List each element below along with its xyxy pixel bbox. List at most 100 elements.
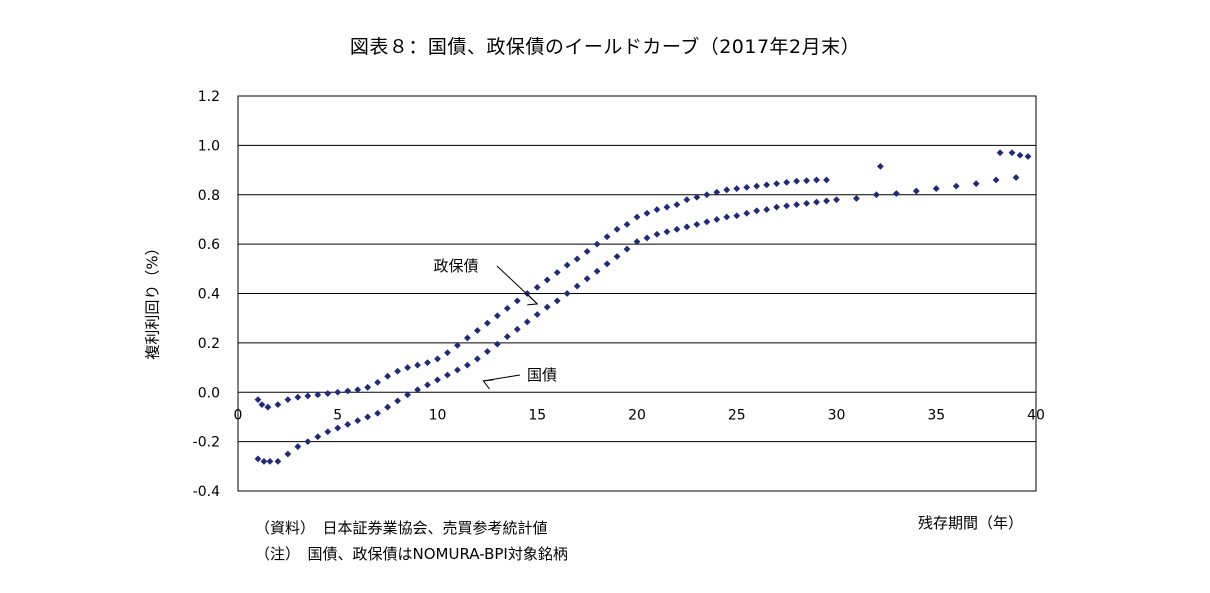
point-kokusai: [294, 443, 302, 450]
point-seihosai: [533, 283, 541, 291]
point-kokusai: [643, 234, 651, 242]
point-kokusai: [912, 187, 920, 195]
point-seihosai: [1016, 151, 1024, 159]
point-seihosai: [404, 364, 411, 371]
point-seihosai: [513, 297, 521, 305]
point-kokusai: [653, 230, 661, 238]
annotation-kokusai-label: 国債: [527, 366, 557, 384]
point-kokusai: [793, 201, 800, 209]
point-kokusai: [444, 371, 451, 379]
point-seihosai: [414, 361, 421, 369]
annotation-kokusai-arrowhead: [482, 379, 494, 390]
annotation-seihosai-label: 政保債: [433, 257, 478, 275]
point-kokusai: [623, 245, 631, 253]
point-kokusai: [773, 203, 781, 211]
point-kokusai: [952, 182, 960, 190]
point-seihosai: [258, 401, 266, 408]
point-kokusai: [583, 275, 591, 283]
y-tick-label: -0.4: [193, 484, 220, 500]
point-seihosai: [613, 225, 621, 233]
point-kokusai: [374, 409, 382, 417]
point-seihosai: [304, 392, 312, 400]
point-kokusai: [523, 318, 531, 326]
point-kokusai: [493, 340, 501, 348]
point-seihosai: [553, 269, 561, 276]
point-seihosai: [603, 233, 611, 241]
point-kokusai: [394, 397, 401, 405]
point-seihosai: [543, 276, 551, 284]
y-tick-label: 0.2: [198, 336, 220, 352]
point-seihosai: [1024, 153, 1032, 160]
point-seihosai: [563, 261, 571, 269]
point-seihosai: [454, 341, 461, 349]
point-kokusai: [1012, 174, 1020, 181]
point-seihosai: [683, 196, 691, 204]
point-seihosai: [623, 220, 631, 228]
y-tick-label: 0.8: [198, 188, 220, 204]
point-seihosai: [743, 183, 751, 191]
point-kokusai: [284, 450, 292, 458]
point-seihosai: [793, 177, 800, 185]
point-seihosai: [996, 149, 1004, 157]
x-tick-label: 20: [628, 407, 646, 423]
point-seihosai: [254, 396, 262, 404]
point-kokusai: [404, 391, 411, 399]
point-kokusai: [693, 220, 701, 228]
point-kokusai: [434, 376, 441, 384]
x-tick-label: 35: [927, 407, 945, 423]
point-seihosai: [444, 349, 451, 357]
point-kokusai: [474, 355, 481, 363]
point-seihosai: [653, 206, 661, 213]
point-seihosai: [474, 327, 481, 334]
point-kokusai: [873, 191, 880, 199]
x-axis-label: 残存期間（年）: [918, 514, 1024, 532]
point-seihosai: [813, 176, 820, 184]
x-tick-label: 40: [1027, 407, 1045, 423]
point-seihosai: [274, 401, 282, 408]
y-tick-label: 0.6: [198, 237, 220, 253]
point-seihosai: [693, 193, 701, 201]
point-seihosai: [334, 388, 342, 396]
point-seihosai: [384, 372, 392, 380]
point-kokusai: [673, 225, 681, 233]
y-tick-label: -0.2: [193, 435, 220, 451]
point-kokusai: [723, 213, 731, 221]
point-seihosai: [364, 383, 372, 391]
point-kokusai: [593, 267, 601, 275]
point-seihosai: [673, 201, 681, 209]
point-kokusai: [823, 197, 830, 205]
point-seihosai: [593, 240, 601, 248]
point-seihosai: [264, 403, 272, 411]
point-kokusai: [533, 311, 541, 318]
point-kokusai: [892, 190, 900, 197]
point-kokusai: [454, 366, 461, 374]
point-kokusai: [783, 202, 791, 210]
point-kokusai: [266, 457, 274, 465]
point-seihosai: [294, 393, 302, 401]
point-kokusai: [384, 403, 392, 411]
point-kokusai: [763, 206, 771, 213]
point-seihosai: [1008, 149, 1016, 157]
point-kokusai: [573, 282, 581, 290]
annotation-seihosai-arrowhead: [527, 295, 539, 306]
point-kokusai: [733, 212, 741, 220]
point-seihosai: [723, 186, 731, 194]
point-seihosai: [464, 334, 471, 342]
point-seihosai: [354, 386, 362, 394]
point-seihosai: [284, 396, 292, 404]
point-seihosai: [703, 191, 711, 199]
point-seihosai: [876, 162, 884, 170]
point-seihosai: [663, 203, 671, 211]
point-kokusai: [314, 433, 322, 441]
point-seihosai: [733, 185, 741, 192]
point-kokusai: [414, 386, 421, 394]
point-kokusai: [992, 176, 1000, 184]
method-note: （注） 国債、政保債はNOMURA-BPI対象銘柄: [255, 545, 568, 563]
point-seihosai: [583, 248, 591, 255]
point-kokusai: [813, 198, 820, 206]
point-kokusai: [703, 218, 711, 226]
x-tick-label: 5: [333, 407, 342, 423]
point-kokusai: [753, 207, 761, 215]
y-tick-label: 0.4: [198, 287, 220, 303]
